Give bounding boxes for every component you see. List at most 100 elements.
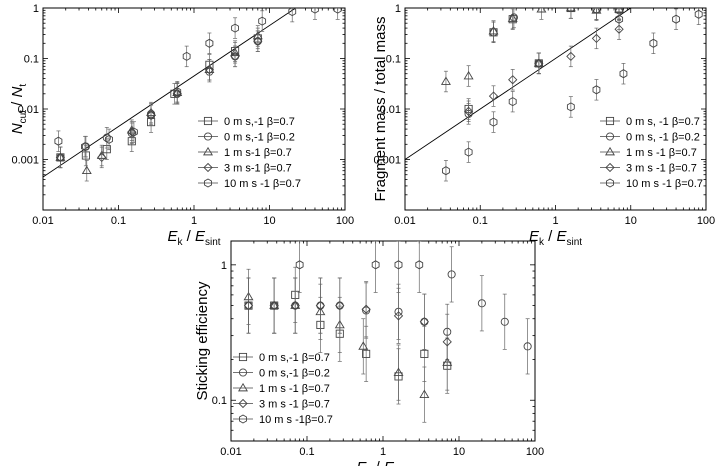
legend-marker xyxy=(605,146,615,156)
y-tick-label: 0.001 xyxy=(11,155,39,167)
x-tick-label: 0.1 xyxy=(473,215,488,227)
x-axis-label: Ek / Esint xyxy=(356,459,409,466)
series-square xyxy=(464,8,624,120)
y-tick-label: 0.01 xyxy=(18,104,39,116)
data-point xyxy=(442,166,450,176)
data-point xyxy=(394,260,403,270)
series-hexagon xyxy=(295,241,424,293)
x-tick-label: 10 xyxy=(453,446,465,458)
data-point xyxy=(672,14,680,24)
data-point xyxy=(614,24,624,34)
data-point xyxy=(500,317,509,326)
legend-label: 0 m s,-1 β=0.2 xyxy=(224,132,295,144)
series-hexagon xyxy=(442,8,703,182)
legend-label: 0 m s,-1 β=0.2 xyxy=(259,368,330,380)
x-tick-label: 0.01 xyxy=(32,215,53,227)
data-point xyxy=(362,349,371,358)
data-point xyxy=(243,300,254,311)
legend-entry: 3 m s-1 β=0.7 xyxy=(198,163,292,175)
data-point xyxy=(147,110,155,120)
data-point xyxy=(536,8,547,13)
series-circle xyxy=(464,8,624,125)
legend: 0 m s,-1 β=0.7 0 m s,-1 β=0.2 1 m s-1 β=0.… xyxy=(198,116,301,190)
data-point xyxy=(442,337,452,347)
legend-entry: 3 m s -1 β=0.7 xyxy=(233,399,330,411)
data-point xyxy=(295,260,304,270)
series-diamond xyxy=(463,18,624,122)
x-tick-label: 10 xyxy=(263,215,275,227)
legend-entry: 0 m s,-1 β=0.2 xyxy=(198,132,295,144)
series-triangle xyxy=(440,8,625,93)
data-point xyxy=(371,260,380,270)
legend-entry: 1 m s-1 β=0.7 xyxy=(198,146,292,159)
data-point xyxy=(269,300,279,311)
legend-label: 0 m s,-1 β=0.7 xyxy=(224,116,295,128)
legend-marker xyxy=(203,162,213,173)
data-point xyxy=(463,106,474,116)
legend-label: 10 m s -1 β=0.7 xyxy=(224,178,301,190)
data-point xyxy=(523,342,532,351)
x-tick-label: 0.01 xyxy=(220,446,241,458)
legend-label: 3 m s-1 β=0.7 xyxy=(224,163,292,175)
data-point xyxy=(129,127,138,137)
data-point xyxy=(81,165,92,175)
legend: 0 m s,-1 β=0.7 0 m s,-1 β=0.2 1 m s -1 β=0… xyxy=(233,352,333,426)
y-tick-label: 0.001 xyxy=(373,155,401,167)
y-tick-label: 0.1 xyxy=(24,54,39,66)
legend-entry: 0 m s,-1 β=0.7 xyxy=(198,116,295,128)
legend-marker xyxy=(605,116,615,126)
data-point xyxy=(619,69,628,79)
data-point xyxy=(489,117,498,127)
series-diamond xyxy=(243,277,452,370)
x-tick-label: 0.1 xyxy=(299,446,314,458)
legend-entry: 0 m s, -1 β=0.2 xyxy=(600,132,700,144)
legend-label: 1 m s -1 β=0.7 xyxy=(626,147,697,159)
data-point xyxy=(361,304,371,314)
data-point xyxy=(591,33,602,44)
x-tick-label: 1 xyxy=(380,446,386,458)
legend-label: 10 m s -1 β=0.7 xyxy=(626,178,703,190)
data-point xyxy=(565,8,576,12)
data-point xyxy=(508,75,518,85)
data-point xyxy=(566,51,576,62)
y-tick-label: 0.1 xyxy=(212,395,227,407)
legend-entry: 1 m s -1 β=0.7 xyxy=(600,146,697,159)
legend-label: 0 m s, -1 β=0.7 xyxy=(626,116,700,128)
legend-marker xyxy=(605,132,615,141)
legend-marker xyxy=(203,116,213,126)
data-point xyxy=(508,97,517,107)
legend-entry: 1 m s -1 β=0.7 xyxy=(233,382,330,395)
data-point xyxy=(127,127,137,137)
x-tick-label: 0.1 xyxy=(111,215,126,227)
y-tick-label: 1 xyxy=(221,260,227,272)
data-point xyxy=(81,142,89,152)
plot-area xyxy=(243,241,532,423)
data-point xyxy=(447,270,456,279)
data-point xyxy=(290,300,300,311)
data-point xyxy=(463,70,474,80)
x-tick-label: 100 xyxy=(526,446,544,458)
legend-marker xyxy=(238,398,248,409)
data-point xyxy=(55,152,66,163)
data-point xyxy=(230,51,240,62)
data-point xyxy=(649,38,658,48)
data-point xyxy=(393,367,404,376)
data-point xyxy=(534,58,543,68)
data-point xyxy=(333,8,342,14)
data-point xyxy=(507,13,518,22)
legend-marker xyxy=(203,132,213,141)
y-tick-label: 1 xyxy=(33,3,39,15)
data-point xyxy=(253,36,263,46)
legend-marker xyxy=(606,178,614,188)
data-point xyxy=(415,260,424,270)
data-point xyxy=(258,16,267,26)
y-axis-label: Ncut / Nt xyxy=(9,84,29,135)
data-point xyxy=(311,8,319,14)
legend-label: 0 m s, -1 β=0.2 xyxy=(626,132,700,144)
y-axis-label: Fragment mass / total mass xyxy=(372,16,389,201)
data-point xyxy=(615,14,624,24)
x-tick-label: 10 xyxy=(625,215,637,227)
x-tick-label: 0.01 xyxy=(394,215,415,227)
legend-marker xyxy=(238,382,248,392)
